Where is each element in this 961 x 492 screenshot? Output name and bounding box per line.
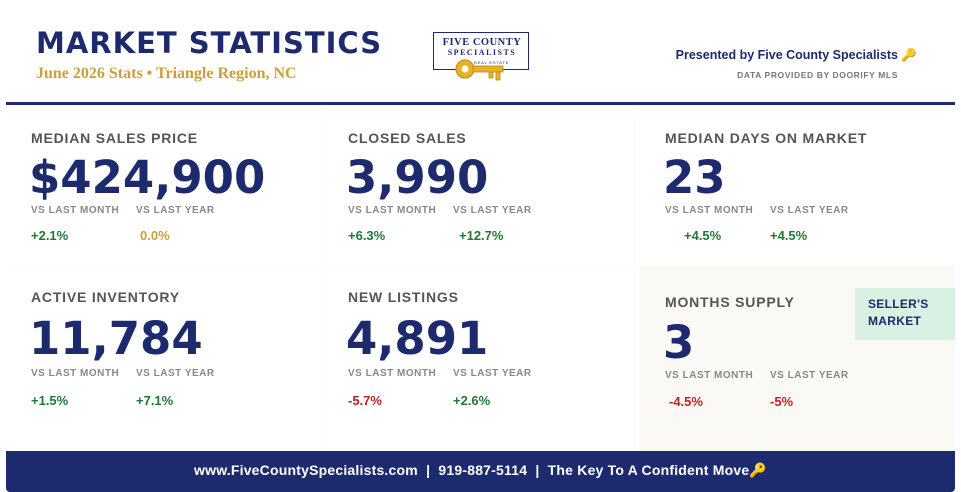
stat-label: MONTHS SUPPLY (665, 294, 795, 310)
vs-last-month-label: VS LAST MONTH (31, 368, 120, 379)
presented-by: Presented by Five County Specialists 🔑 (675, 48, 917, 62)
market-status-badge: SELLER'S MARKET (855, 288, 955, 340)
logo-line1: FIVE COUNTY (442, 37, 522, 48)
vs-last-year-label: VS LAST YEAR (136, 368, 215, 379)
stat-value: 4,891 (346, 312, 489, 365)
market-stats-card: MARKET STATISTICS June 2026 Stats • Tria… (6, 6, 955, 492)
vs-last-month-value: -4.5% (669, 394, 703, 409)
vs-last-year-label: VS LAST YEAR (770, 370, 849, 381)
vs-last-month-label: VS LAST MONTH (665, 370, 754, 381)
stat-label: MEDIAN DAYS ON MARKET (665, 130, 868, 146)
stat-card-median-sales-price: MEDIAN SALES PRICE $424,900 VS LAST MONT… (6, 105, 322, 266)
vs-last-year-value: +2.6% (453, 393, 491, 408)
vs-last-month-value: +2.1% (31, 228, 69, 243)
stat-label: MEDIAN SALES PRICE (31, 130, 198, 146)
vs-last-year-label: VS LAST YEAR (770, 205, 849, 216)
footer-text: www.FiveCountySpecialists.com | 919-887-… (194, 462, 767, 478)
stat-value: 3 (663, 316, 695, 369)
vs-last-month-label: VS LAST MONTH (348, 368, 437, 379)
vs-last-year-value: +12.7% (459, 228, 504, 243)
vs-last-year-value: -5% (770, 394, 794, 409)
header-divider (6, 102, 955, 105)
stat-label: NEW LISTINGS (348, 289, 459, 305)
badge-line1: SELLER'S (868, 297, 929, 311)
stat-card-closed-sales: CLOSED SALES 3,990 VS LAST MONTH VS LAST… (323, 105, 639, 266)
vs-last-month-value: +6.3% (348, 228, 386, 243)
logo-line2: SPECIALISTS (447, 48, 517, 57)
page-subtitle: June 2026 Stats • Triangle Region, NC (36, 65, 297, 82)
stat-card-active-inventory: ACTIVE INVENTORY 11,784 VS LAST MONTH VS… (6, 267, 322, 451)
vs-last-year-value: +4.5% (770, 228, 808, 243)
page-title: MARKET STATISTICS (36, 26, 383, 60)
vs-last-month-value: -5.7% (348, 393, 382, 408)
vs-last-month-label: VS LAST MONTH (348, 205, 437, 216)
vs-last-month-value: +4.5% (684, 228, 722, 243)
vs-last-year-label: VS LAST YEAR (136, 205, 215, 216)
data-source: DATA PROVIDED BY DOORIFY MLS (737, 70, 898, 80)
stat-card-median-days-on-market: MEDIAN DAYS ON MARKET 23 VS LAST MONTH V… (640, 105, 955, 266)
stat-card-new-listings: NEW LISTINGS 4,891 VS LAST MONTH VS LAST… (323, 267, 639, 451)
stats-grid: MEDIAN SALES PRICE $424,900 VS LAST MONT… (6, 105, 955, 451)
stat-value: 3,990 (346, 151, 489, 204)
logo-frame: FIVE COUNTY SPECIALISTS REAL ESTATE (433, 32, 529, 70)
stat-card-months-supply: MONTHS SUPPLY 3 VS LAST MONTH VS LAST YE… (640, 267, 955, 451)
badge-line2: MARKET (868, 314, 922, 328)
vs-last-year-label: VS LAST YEAR (453, 205, 532, 216)
stat-label: CLOSED SALES (348, 130, 467, 146)
vs-last-year-value: 0.0% (140, 228, 170, 243)
logo-line3: REAL ESTATE (474, 60, 510, 65)
company-logo: FIVE COUNTY SPECIALISTS REAL ESTATE (433, 32, 529, 82)
vs-last-month-value: +1.5% (31, 393, 69, 408)
stat-label: ACTIVE INVENTORY (31, 289, 180, 305)
stat-value: 23 (663, 151, 726, 204)
footer-bar: www.FiveCountySpecialists.com | 919-887-… (6, 451, 955, 492)
vs-last-month-label: VS LAST MONTH (31, 205, 120, 216)
key-icon (455, 59, 504, 81)
header: MARKET STATISTICS June 2026 Stats • Tria… (6, 6, 955, 105)
vs-last-year-label: VS LAST YEAR (453, 368, 532, 379)
stat-value: 11,784 (29, 312, 203, 365)
vs-last-year-value: +7.1% (136, 393, 174, 408)
vs-last-month-label: VS LAST MONTH (665, 205, 754, 216)
stat-value: $424,900 (29, 151, 266, 204)
